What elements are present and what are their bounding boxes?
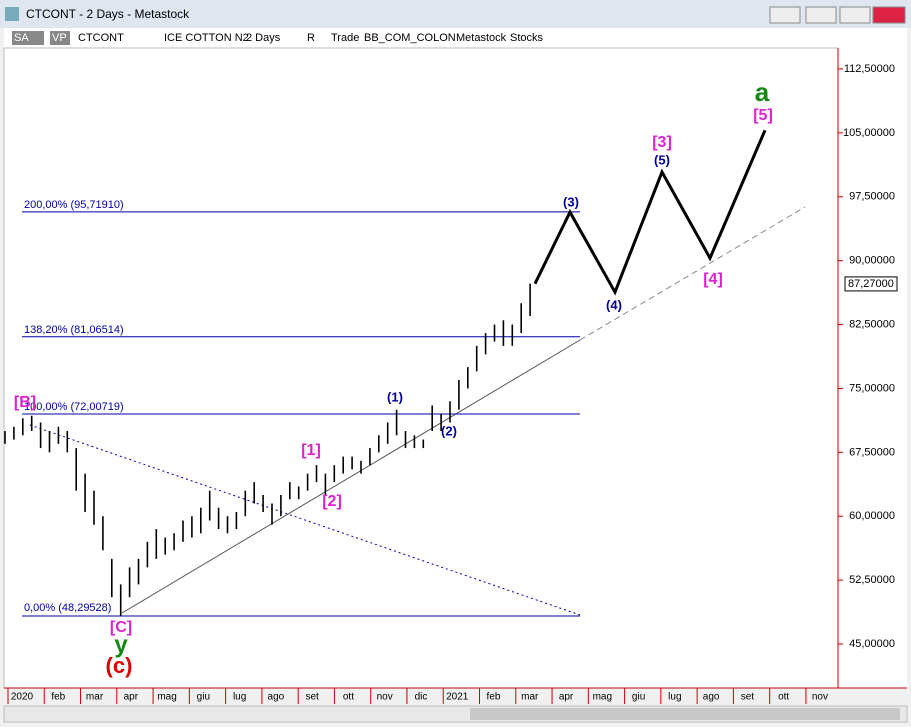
toolbar-button[interactable] bbox=[50, 31, 70, 45]
x-tick-label: lug bbox=[668, 692, 681, 703]
y-tick-label: 60,00000 bbox=[849, 510, 895, 522]
price-axis bbox=[838, 48, 907, 688]
x-tick-label: ott bbox=[778, 692, 789, 703]
wave-label: (2) bbox=[441, 423, 457, 438]
scroll-thumb[interactable] bbox=[470, 708, 900, 720]
toolbar-button[interactable] bbox=[12, 31, 44, 45]
x-tick-label: mag bbox=[593, 692, 612, 703]
projection-path bbox=[533, 129, 767, 296]
y-tick-label: 112,50000 bbox=[844, 63, 895, 75]
x-tick-label: dic bbox=[415, 692, 428, 703]
wave-label: (5) bbox=[654, 152, 670, 167]
fib-label: 200,00% (95,71910) bbox=[24, 199, 124, 211]
toolbar-item: R bbox=[307, 32, 315, 44]
x-tick-label: ago bbox=[703, 692, 720, 703]
x-tick-label: 2021 bbox=[446, 692, 469, 703]
x-tick-label: giu bbox=[632, 692, 645, 703]
y-tick-label: 52,50000 bbox=[849, 574, 895, 586]
close-button[interactable] bbox=[872, 6, 906, 24]
fib-label: 100,00% (72,00719) bbox=[24, 401, 124, 413]
y-tick-label: 45,00000 bbox=[849, 638, 895, 650]
toolbar-item: VP bbox=[52, 32, 67, 44]
x-tick-label: mag bbox=[157, 692, 176, 703]
wave-label: [1] bbox=[301, 442, 321, 459]
y-tick-label: 97,50000 bbox=[849, 191, 895, 203]
wave-label: [5] bbox=[753, 107, 773, 124]
x-tick-label: giu bbox=[197, 692, 210, 703]
wave-label: [4] bbox=[703, 271, 723, 288]
x-tick-label: lug bbox=[233, 692, 246, 703]
channel-line bbox=[29, 424, 581, 616]
maximize-button[interactable] bbox=[839, 6, 871, 24]
wave-label: y bbox=[114, 631, 128, 658]
y-tick-label: 75,00000 bbox=[849, 382, 895, 394]
y-tick-label: 82,50000 bbox=[849, 318, 895, 330]
last-price-label: 87,27000 bbox=[848, 278, 894, 290]
trend-line bbox=[121, 339, 581, 614]
x-tick-label: feb bbox=[487, 692, 501, 703]
trend-line-extension bbox=[579, 206, 806, 341]
guide-lines bbox=[29, 206, 806, 616]
y-tick-label: 67,50000 bbox=[849, 446, 895, 458]
button[interactable] bbox=[769, 6, 801, 24]
toolbar-item: Metastock bbox=[456, 32, 507, 44]
fib-label: 0,00% (48,29528) bbox=[24, 602, 111, 614]
x-tick-label: feb bbox=[51, 692, 65, 703]
toolbar-item: CTCONT bbox=[78, 32, 124, 44]
x-tick-label: ago bbox=[268, 692, 285, 703]
toolbar-item: BB_COM_COLON bbox=[364, 32, 456, 44]
x-tick-label: nov bbox=[377, 692, 393, 703]
toolbar bbox=[4, 28, 907, 48]
toolbar-item: SA bbox=[14, 32, 29, 44]
toolbar-item: Stocks bbox=[510, 32, 544, 44]
x-tick-label: set bbox=[741, 692, 755, 703]
wave-label: a bbox=[755, 77, 770, 107]
window-title: CTCONT - 2 Days - Metastock bbox=[26, 7, 190, 21]
x-tick-label: apr bbox=[124, 692, 139, 703]
toolbar-item: 2 Days bbox=[246, 32, 281, 44]
wave-label: [B] bbox=[14, 394, 36, 411]
wave-label: (3) bbox=[563, 194, 579, 209]
x-tick-label: mar bbox=[521, 692, 539, 703]
y-tick-label: 90,00000 bbox=[849, 255, 895, 267]
wave-label: [C] bbox=[110, 619, 132, 636]
fib-label: 138,20% (81,06514) bbox=[24, 324, 124, 336]
toolbar-item: Trade bbox=[331, 32, 359, 44]
title-bar bbox=[0, 0, 911, 28]
x-tick-label: apr bbox=[559, 692, 574, 703]
wave-label: (4) bbox=[606, 297, 622, 312]
wave-label: [3] bbox=[652, 134, 672, 151]
app-icon bbox=[5, 7, 19, 21]
window-buttons bbox=[769, 6, 906, 24]
minimize-button[interactable] bbox=[805, 6, 837, 24]
x-tick-label: set bbox=[305, 692, 319, 703]
x-tick-label: ott bbox=[343, 692, 354, 703]
wave-label: (c) bbox=[106, 653, 133, 678]
wave-label: [2] bbox=[322, 493, 342, 510]
wave-label: (1) bbox=[387, 389, 403, 404]
toolbar-item: ICE COTTON N2 bbox=[164, 32, 249, 44]
last-price-tag bbox=[844, 276, 898, 292]
x-tick-label: mar bbox=[86, 692, 104, 703]
x-tick-label: 2020 bbox=[11, 692, 34, 703]
y-tick-label: 105,00000 bbox=[843, 127, 895, 139]
plot-area bbox=[3, 47, 839, 689]
x-tick-label: nov bbox=[812, 692, 828, 703]
